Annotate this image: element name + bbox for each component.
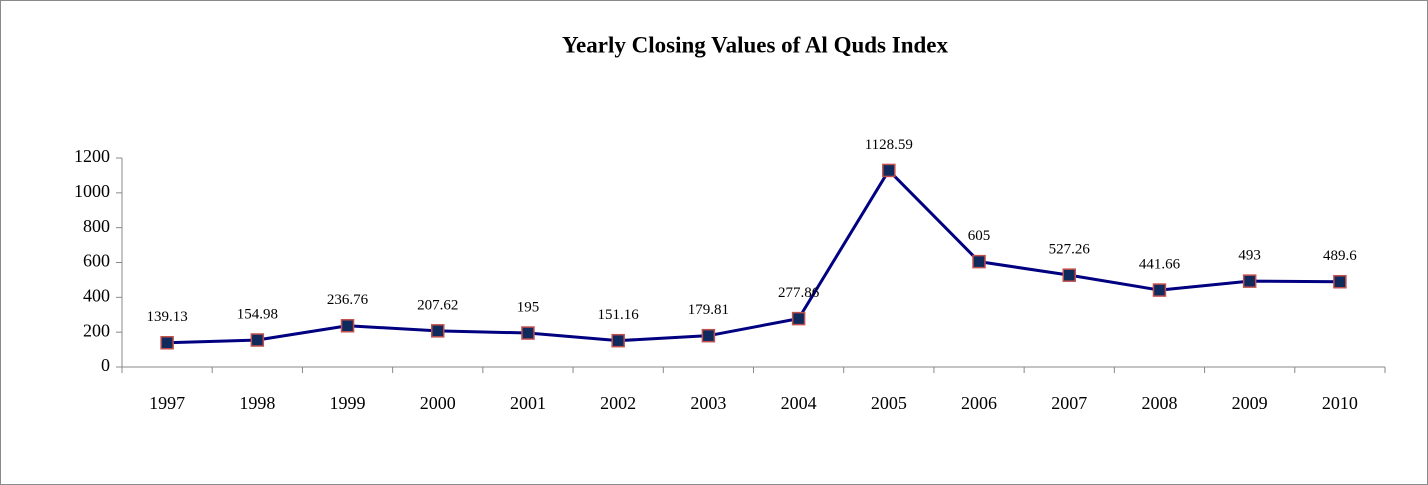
y-tick-label: 600 (83, 251, 110, 271)
data-label: 151.16 (598, 307, 640, 323)
data-label: 195 (517, 299, 540, 315)
marker (1333, 274, 1347, 289)
marker (521, 326, 535, 340)
marker (1152, 283, 1167, 297)
x-tick-label: 2000 (420, 393, 456, 413)
x-tick-label: 2002 (600, 393, 636, 413)
data-label: 493 (1238, 248, 1261, 264)
x-tick-label: 1999 (330, 393, 366, 413)
marker (791, 311, 806, 326)
x-tick-label: 1998 (239, 393, 275, 413)
data-label: 277.86 (778, 285, 820, 301)
marker (431, 324, 445, 338)
marker (701, 328, 716, 343)
data-label: 441.66 (1139, 257, 1181, 273)
marker (611, 333, 625, 348)
y-tick-label: 1200 (74, 146, 110, 166)
x-tick-label: 2007 (1051, 393, 1087, 413)
marker (1242, 274, 1257, 288)
marker (250, 333, 265, 347)
x-tick-label: 2009 (1232, 393, 1268, 413)
y-tick-label: 800 (83, 216, 110, 236)
x-tick-label: 2001 (510, 393, 546, 413)
x-tick-label: 2003 (690, 393, 726, 413)
marker (340, 319, 355, 333)
data-label: 605 (968, 228, 991, 244)
data-label: 236.76 (327, 292, 369, 308)
data-label: 527.26 (1049, 242, 1091, 258)
y-tick-label: 1000 (74, 181, 110, 201)
data-label: 179.81 (688, 302, 729, 318)
chart-title: Yearly Closing Values of Al Quds Index (562, 32, 948, 57)
x-tick-label: 2005 (871, 393, 907, 413)
x-tick-label: 2010 (1322, 393, 1358, 413)
data-label: 207.62 (417, 297, 458, 313)
x-tick-label: 2004 (781, 393, 817, 413)
marker (160, 336, 174, 350)
y-tick-label: 200 (83, 320, 110, 340)
marker (882, 163, 896, 178)
x-tick-label: 1997 (149, 393, 185, 413)
marker (1062, 268, 1076, 282)
data-label: 1128.59 (865, 137, 913, 153)
x-tick-label: 2006 (961, 393, 997, 413)
data-line (167, 168, 1340, 345)
data-label: 489.6 (1323, 248, 1357, 264)
marker (972, 254, 986, 269)
data-label: 139.13 (146, 309, 187, 325)
y-tick-label: 400 (83, 285, 110, 305)
y-tick-label: 0 (101, 355, 110, 375)
data-label: 154.98 (237, 306, 278, 322)
x-tick-label: 2008 (1141, 393, 1177, 413)
